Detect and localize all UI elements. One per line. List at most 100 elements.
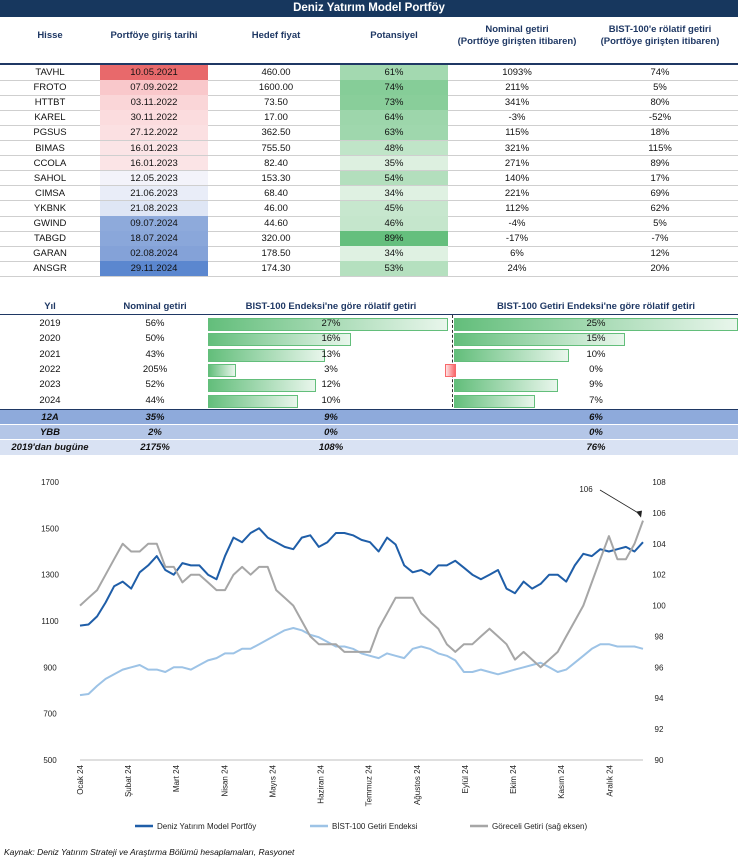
x-tick-label: Ocak 24 <box>76 764 85 794</box>
cell-hisse: FROTO <box>33 82 67 94</box>
cell-giris-tarihi: 30.11.2022 <box>100 110 208 126</box>
cell-nominal: 44% <box>145 394 165 406</box>
cell-hedef-fiyat: 82.40 <box>264 157 288 169</box>
page-title: Deniz Yatırım Model Portföy <box>0 0 738 17</box>
cell-relatif-getiri: -7% <box>651 233 669 245</box>
y-left-tick-label: 900 <box>43 663 57 672</box>
cell-giris-tarihi: 02.08.2024 <box>100 246 208 262</box>
summary-getiri: 0% <box>589 427 603 439</box>
x-tick-label: Şubat 24 <box>124 764 133 797</box>
y-left-tick-label: 700 <box>43 710 57 719</box>
source-note: Kaynak: Deniz Yatırım Strateji ve Araştı… <box>4 847 295 857</box>
cell-potansiyel: 35% <box>340 155 448 171</box>
cell-giris-tarihi: 03.11.2022 <box>100 95 208 111</box>
cell-getiri-relatif: 10% <box>586 348 606 360</box>
x-tick-label: Ağustos 24 <box>413 764 422 805</box>
x-tick-label: Mayıs 24 <box>268 764 277 797</box>
cell-hisse: TAVHL <box>35 67 65 78</box>
cell-potansiyel: 45% <box>340 200 448 216</box>
cell-giris-tarihi: 16.01.2023 <box>100 140 208 156</box>
cell-yil: 2024 <box>39 394 61 406</box>
cell-nominal-getiri: 115% <box>505 127 529 139</box>
header-nominal-getiri: Nominal getiri <box>123 301 187 312</box>
cell-potansiyel: 64% <box>340 110 448 126</box>
cell-bist-relatif: 10% <box>321 394 341 406</box>
header-hisse: Hisse <box>37 30 63 41</box>
summary-label: 12A <box>41 411 59 423</box>
cell-hedef-fiyat: 1600.00 <box>258 82 294 94</box>
cell-nominal-getiri: 140% <box>504 172 530 184</box>
y-right-tick-label: 106 <box>652 509 666 518</box>
y-right-tick-label: 108 <box>652 478 666 487</box>
summary-nominal: 35% <box>145 411 165 423</box>
cell-nominal: 43% <box>145 348 165 360</box>
x-tick-label: Aralık 24 <box>605 764 614 796</box>
cell-hisse: YKBNK <box>33 202 67 214</box>
cell-relatif-getiri: 5% <box>653 82 667 94</box>
cell-getiri-relatif: 9% <box>589 379 603 391</box>
legend-label-goreceli: Göreceli Getiri (sağ eksen) <box>492 822 587 831</box>
cell-getiri-relatif: 0% <box>589 363 603 375</box>
cell-hedef-fiyat: 153.30 <box>261 172 291 184</box>
cell-giris-tarihi: 10.05.2021 <box>100 65 208 80</box>
cell-nominal-getiri: 271% <box>504 157 530 169</box>
cell-nominal-getiri: 341% <box>504 97 530 109</box>
header-nominal: Nominal getiri (Portföye girişten itibar… <box>448 24 586 48</box>
cell-hedef-fiyat: 68.40 <box>264 187 288 199</box>
cell-yil: 2023 <box>39 379 61 391</box>
cell-yil: 2021 <box>39 348 61 360</box>
summary-row: 12A 35% 9% 6% <box>0 408 738 425</box>
table2-divider <box>452 315 453 407</box>
cell-hisse: KAREL <box>34 112 66 124</box>
cell-giris-tarihi: 29.11.2024 <box>100 261 208 277</box>
table2-header-divider <box>0 314 738 315</box>
x-tick-label: Mart 24 <box>172 764 181 792</box>
cell-relatif-getiri: 5% <box>653 218 667 229</box>
x-tick-label: Eylül 24 <box>461 764 470 793</box>
x-tick-label: Temmuz 24 <box>365 764 374 806</box>
cell-hisse: BIMAS <box>35 142 65 154</box>
annotation-arrow <box>599 489 642 515</box>
series-line-bist <box>79 627 644 697</box>
header-giris: Portföye giriş tarihi <box>110 30 198 41</box>
cell-relatif-getiri: -52% <box>648 112 672 124</box>
y-right-tick-label: 102 <box>652 571 666 580</box>
cell-hedef-fiyat: 320.00 <box>261 233 291 245</box>
summary-getiri: 6% <box>589 411 603 423</box>
header-getiri-relatif: BIST-100 Getiri Endeksi'ne göre rölatif … <box>496 301 696 312</box>
cell-potansiyel: 63% <box>340 125 448 141</box>
cell-relatif-getiri: 80% <box>650 97 670 109</box>
cell-hisse: TABGD <box>33 233 67 245</box>
cell-hedef-fiyat: 755.50 <box>261 142 291 154</box>
cell-nominal-getiri: 321% <box>504 142 530 154</box>
getiri-relatif-bar <box>445 363 456 377</box>
getiri-relatif-bar <box>454 333 626 347</box>
cell-relatif-getiri: 89% <box>650 157 670 169</box>
y-left-tick-label: 1700 <box>41 478 59 487</box>
header-hedef: Hedef fiyat <box>251 30 301 41</box>
cell-giris-tarihi: 07.09.2022 <box>100 80 208 96</box>
header-relatif-line1: BIST-100'e rölatif getiri <box>608 24 712 35</box>
y-left-tick-label: 1500 <box>41 524 59 533</box>
cell-giris-tarihi: 09.07.2024 <box>100 216 208 231</box>
cell-nominal: 205% <box>142 363 168 375</box>
y-right-tick-label: 100 <box>652 602 666 611</box>
cell-yil: 2020 <box>39 333 61 345</box>
cell-giris-tarihi: 21.06.2023 <box>100 185 208 201</box>
cell-giris-tarihi: 12.05.2023 <box>100 170 208 186</box>
cell-hisse: HTTBT <box>34 97 66 109</box>
cell-potansiyel: 61% <box>340 65 448 80</box>
cell-bist-relatif: 12% <box>321 379 341 391</box>
cell-yil: 2022 <box>39 363 61 375</box>
cell-bist-relatif: 27% <box>321 318 341 329</box>
summary-label: YBB <box>39 427 61 439</box>
cell-potansiyel: 74% <box>340 80 448 96</box>
bist-relatif-bar <box>208 363 237 377</box>
getiri-relatif-bar <box>454 379 558 393</box>
cell-nominal: 56% <box>145 318 165 329</box>
cell-hedef-fiyat: 178.50 <box>261 248 291 260</box>
header-relatif: BIST-100'e rölatif getiri (Portföye giri… <box>586 24 734 48</box>
annotation-label: 106 <box>579 485 593 494</box>
cell-relatif-getiri: 115% <box>648 142 672 154</box>
cell-giris-tarihi: 18.07.2024 <box>100 231 208 247</box>
